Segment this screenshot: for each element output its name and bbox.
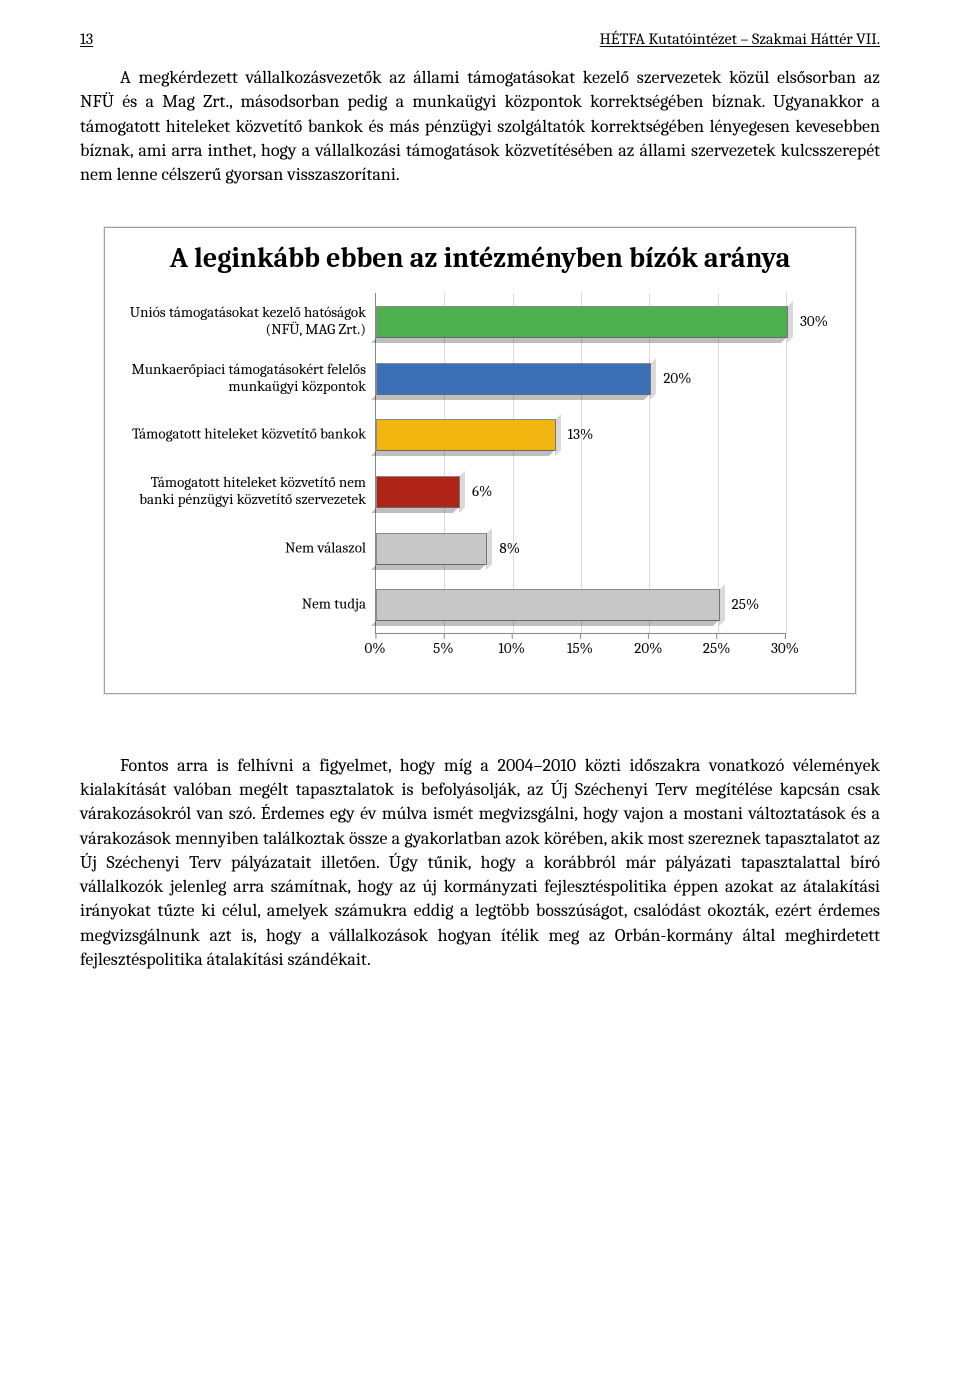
chart-bar-label: Nem válaszol [116,539,376,556]
chart-bar-label: Uniós támogatásokat kezelő hatóságok (NF… [116,304,376,339]
header-title: HÉTFA Kutatóintézet – Szakmai Háttér VII… [600,30,880,48]
chart-bar-row: Uniós támogatásokat kezelő hatóságok (NF… [376,293,786,350]
chart-bar-row: Nem tudja25% [376,576,786,633]
x-tick-label: 25% [703,639,731,657]
chart-bar-label: Támogatott hiteleket közvetítő bankok [116,426,376,443]
chart-container: A leginkább ebben az intézményben bízók … [104,227,856,693]
chart-title: A leginkább ebben az intézményben bízók … [115,242,845,274]
page-header: 13 HÉTFA Kutatóintézet – Szakmai Háttér … [80,30,880,48]
chart-bar-row: Nem válaszol8% [376,519,786,576]
x-tick-label: 20% [634,639,662,657]
chart-plot: Uniós támogatásokat kezelő hatóságok (NF… [375,293,785,673]
chart-bar [376,419,556,451]
page: 13 HÉTFA Kutatóintézet – Szakmai Háttér … [0,0,960,1012]
paragraph-2: Fontos arra is felhívni a figyelmet, hog… [80,754,880,973]
x-tick-label: 15% [567,639,593,657]
chart-value-label: 6% [472,482,492,500]
chart-bar-label: Nem tudja [116,596,376,613]
x-tick-label: 5% [433,639,453,657]
x-tick-label: 10% [498,639,525,657]
chart-value-label: 25% [732,595,760,613]
page-number: 13 [80,30,93,48]
chart-value-label: 20% [663,369,691,387]
plot-area: Uniós támogatásokat kezelő hatóságok (NF… [375,293,786,634]
chart-bar-row: Munkaerőpiaci támogatásokért felelős mun… [376,349,786,406]
chart-bar-row: Támogatott hiteleket közvetítő bankok13% [376,406,786,463]
x-tick-label: 0% [364,639,385,657]
chart-value-label: 8% [499,539,520,557]
chart-bar [376,476,460,508]
chart-bar [376,533,487,565]
x-tick-label: 30% [771,639,799,657]
x-axis: 0%5%10%15%20%25%30% [375,633,785,663]
chart-bar-label: Támogatott hiteleket közvetítő nem banki… [116,474,376,509]
paragraph-1: A megkérdezett vállalkozásvezetők az áll… [80,66,880,187]
chart-value-label: 13% [568,425,594,443]
chart-bar [376,363,651,395]
chart-bar-row: Támogatott hiteleket közvetítő nem banki… [376,463,786,520]
chart-bar [376,306,788,338]
chart-bar-label: Munkaerőpiaci támogatásokért felelős mun… [116,360,376,395]
chart-value-label: 30% [800,312,828,330]
chart-bar [376,589,720,621]
